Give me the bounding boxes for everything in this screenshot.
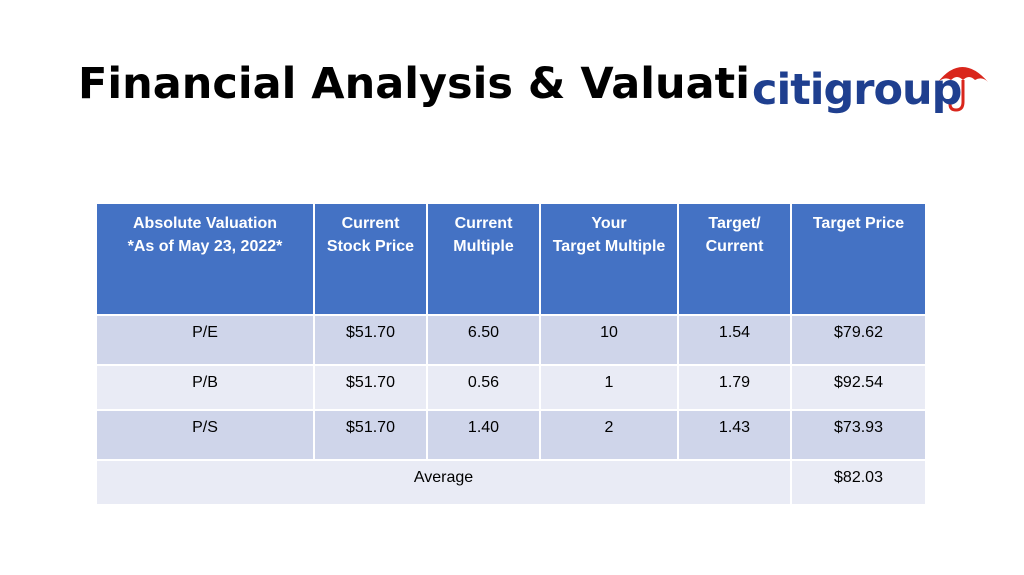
ratio-cell: 1.43	[677, 409, 792, 461]
header-line: Target Multiple	[552, 238, 666, 255]
average-value: $82.03	[790, 459, 927, 506]
price-cell: $51.70	[313, 409, 428, 461]
table-row: P/E $51.70 6.50 10 1.54 $79.62	[95, 314, 927, 366]
metric-cell: P/B	[95, 364, 315, 411]
target-multiple-cell: 2	[539, 409, 679, 461]
ratio-cell: 1.54	[677, 314, 792, 366]
header-line: Your	[591, 215, 627, 232]
current-multiple-cell: 1.40	[426, 409, 541, 461]
valuation-table: Absolute Valuation *As of May 23, 2022* …	[95, 202, 927, 506]
header-line: Stock Price	[326, 238, 415, 255]
price-cell: $51.70	[313, 314, 428, 366]
header-target-current: Target/ Current	[677, 202, 792, 316]
header-current-stock-price: Current Stock Price	[313, 202, 428, 316]
header-line: Target Price	[812, 215, 905, 232]
header-line: Multiple	[453, 238, 514, 255]
table-row: P/B $51.70 0.56 1 1.79 $92.54	[95, 364, 927, 411]
table-row: P/S $51.70 1.40 2 1.43 $73.93	[95, 409, 927, 461]
logo-wordmark: citigroup	[752, 65, 961, 115]
target-price-cell: $92.54	[790, 364, 927, 411]
header-line: *As of May 23, 2022*	[127, 238, 283, 255]
metric-cell: P/E	[95, 314, 315, 366]
metric-cell: P/S	[95, 409, 315, 461]
average-label: Average	[95, 459, 792, 506]
header-line: Absolute Valuation	[132, 215, 277, 232]
header-target-price: Target Price	[790, 202, 927, 316]
target-multiple-cell: 10	[539, 314, 679, 366]
header-line: Current	[454, 215, 513, 232]
target-multiple-cell: 1	[539, 364, 679, 411]
current-multiple-cell: 0.56	[426, 364, 541, 411]
header-current-multiple: Current Multiple	[426, 202, 541, 316]
header-target-multiple: Your Target Multiple	[539, 202, 679, 316]
header-absolute-valuation: Absolute Valuation *As of May 23, 2022*	[95, 202, 315, 316]
current-multiple-cell: 6.50	[426, 314, 541, 366]
average-row: Average $82.03	[95, 459, 927, 506]
target-price-cell: $79.62	[790, 314, 927, 366]
price-cell: $51.70	[313, 364, 428, 411]
citigroup-logo: citigroup	[750, 56, 995, 130]
header-line: Target/	[708, 215, 761, 232]
ratio-cell: 1.79	[677, 364, 792, 411]
table-header-row: Absolute Valuation *As of May 23, 2022* …	[95, 202, 927, 316]
slide-title: Financial Analysis & Valuation	[78, 59, 750, 109]
header-line: Current	[341, 215, 400, 232]
header-line: Current	[705, 238, 764, 255]
target-price-cell: $73.93	[790, 409, 927, 461]
